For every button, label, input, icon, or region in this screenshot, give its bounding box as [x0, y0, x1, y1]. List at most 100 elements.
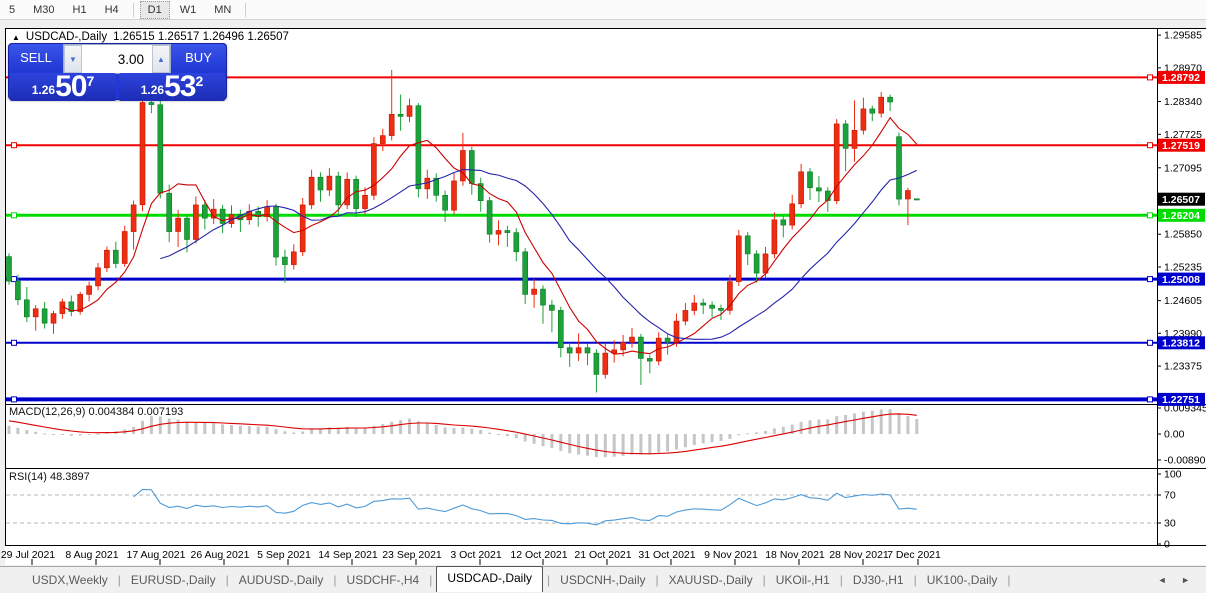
- svg-text:17 Aug 2021: 17 Aug 2021: [127, 549, 186, 561]
- sell-price-base: 1.26: [31, 83, 56, 97]
- timeframe-button-d1[interactable]: D1: [139, 0, 170, 19]
- lot-size-input[interactable]: [82, 45, 153, 73]
- svg-text:14 Sep 2021: 14 Sep 2021: [318, 549, 378, 561]
- buy-price-base: 1.26: [140, 83, 165, 97]
- tab-separator: |: [762, 573, 766, 587]
- toolbar-separator: [132, 2, 134, 17]
- svg-text:100: 100: [1164, 469, 1182, 481]
- one-click-trading-widget: SELL ▼ ▲ BUY 1.26 50 7 1.26 53 2: [8, 43, 227, 103]
- ma-slow-line: [160, 168, 918, 340]
- svg-text:1.23375: 1.23375: [1164, 361, 1202, 373]
- symbol-tab-usdx-weekly[interactable]: USDX,Weekly: [32, 573, 108, 587]
- symbol-tab-usdcnh-daily[interactable]: USDCNH-,Daily: [560, 573, 646, 587]
- level-price-badge: 1.23812: [1158, 336, 1205, 350]
- symbol-tab-dj30-h1[interactable]: DJ30-,H1: [852, 573, 904, 587]
- lot-increase-button[interactable]: ▲: [152, 45, 171, 73]
- symbol-tab-ukoil-h1[interactable]: UKOil-,H1: [775, 573, 830, 587]
- hline-1.23812[interactable]: [6, 339, 1157, 346]
- svg-text:1.29585: 1.29585: [1164, 30, 1202, 42]
- symbol-tab-usdchf-h4[interactable]: USDCHF-,H4: [346, 573, 420, 587]
- current-price-badge: 1.26507: [1158, 192, 1205, 206]
- hline-1.27519[interactable]: [6, 142, 1157, 149]
- svg-text:1.25008: 1.25008: [1162, 274, 1200, 286]
- buy-price-pip: 2: [195, 73, 204, 89]
- buy-price-panel[interactable]: 1.26 53 2: [119, 70, 225, 103]
- tab-scroll-arrows[interactable]: ◄ ►: [1157, 575, 1196, 585]
- level-price-badge: 1.27519: [1158, 138, 1205, 152]
- symbol-tab-usdcad-daily[interactable]: USDCAD-,Daily: [436, 565, 544, 592]
- svg-text:1.27725: 1.27725: [1164, 129, 1202, 141]
- symbol-tab-uk100-daily[interactable]: UK100-,Daily: [926, 573, 998, 587]
- ma-fast-line: [62, 116, 918, 355]
- level-price-badge: 1.28792: [1158, 70, 1205, 84]
- sell-price-pip: 7: [86, 73, 95, 89]
- level-price-badge: 1.26204: [1158, 208, 1205, 222]
- svg-text:30: 30: [1164, 518, 1176, 530]
- svg-text:9 Nov 2021: 9 Nov 2021: [704, 549, 758, 561]
- symbol-tab-xauusd-daily[interactable]: XAUUSD-,Daily: [668, 573, 753, 587]
- svg-text:70: 70: [1164, 490, 1176, 502]
- svg-text:21 Oct 2021: 21 Oct 2021: [574, 549, 631, 561]
- sell-button[interactable]: SELL: [9, 44, 64, 71]
- svg-text:1.25235: 1.25235: [1164, 262, 1202, 274]
- trade-widget-top-row: SELL ▼ ▲ BUY: [9, 44, 226, 74]
- macd-signal-line: [8, 413, 917, 455]
- timeframe-button-m30[interactable]: M30: [33, 3, 55, 16]
- lot-size-stepper: ▼ ▲: [63, 44, 172, 74]
- macd-current-values: 0.004384 0.007193: [88, 406, 184, 418]
- rsi-indicator-label: RSI(14) 48.3897: [9, 471, 90, 483]
- collapse-triangle-icon[interactable]: ▲: [12, 32, 20, 42]
- symbol-tab-eurusd-daily[interactable]: EURUSD-,Daily: [130, 573, 216, 587]
- rsi-line: [133, 488, 917, 526]
- svg-text:8 Aug 2021: 8 Aug 2021: [65, 549, 118, 561]
- svg-text:1.27519: 1.27519: [1162, 140, 1200, 152]
- ohlc-values: 1.26515 1.26517 1.26496 1.26507: [113, 31, 289, 43]
- candles: [6, 70, 920, 393]
- chart-title: ▲ USDCAD-,Daily 1.26515 1.26517 1.26496 …: [12, 31, 289, 43]
- toolbar-separator: [245, 2, 247, 17]
- svg-text:26 Aug 2021: 26 Aug 2021: [191, 549, 250, 561]
- price-axis: 1.295851.289701.283401.277251.270951.258…: [1157, 30, 1202, 373]
- timeframe-button-mn[interactable]: MN: [214, 3, 232, 16]
- tab-separator: |: [1007, 573, 1011, 587]
- svg-text:29 Jul 2021: 29 Jul 2021: [1, 549, 55, 561]
- tab-separator: |: [913, 573, 917, 587]
- timeframe-button-w1[interactable]: W1: [179, 3, 197, 16]
- buy-price-main: 53: [164, 70, 196, 103]
- macd-histogram: [7, 409, 919, 458]
- symbol-tab-audusd-daily[interactable]: AUDUSD-,Daily: [238, 573, 324, 587]
- svg-text:12 Oct 2021: 12 Oct 2021: [510, 549, 567, 561]
- symbol-tab-bar: USDX,Weekly | EURUSD-,Daily | AUDUSD-,Daily |…: [0, 565, 1206, 593]
- svg-text:18 Nov 2021: 18 Nov 2021: [765, 549, 825, 561]
- svg-text:0.00: 0.00: [1164, 429, 1185, 441]
- svg-text:0: 0: [1164, 539, 1170, 551]
- tab-separator: |: [839, 573, 843, 587]
- timeframe-toolbar: 5 M30 H1 H4 D1 W1 MN: [0, 0, 1206, 20]
- buy-button[interactable]: BUY: [171, 44, 226, 71]
- rsi-name: RSI(14): [9, 471, 47, 483]
- svg-text:1.26204: 1.26204: [1162, 210, 1200, 222]
- trade-widget-price-row: 1.26 50 7 1.26 53 2: [9, 70, 226, 103]
- level-price-badge: 1.22751: [1158, 392, 1205, 406]
- sell-price-panel[interactable]: 1.26 50 7: [10, 70, 116, 103]
- svg-text:7 Dec 2021: 7 Dec 2021: [887, 549, 941, 561]
- macd-name: MACD(12,26,9): [9, 406, 86, 418]
- svg-text:1.26507: 1.26507: [1162, 194, 1200, 206]
- timeframe-button-h4[interactable]: H4: [104, 3, 119, 16]
- rsi-current-value: 48.3897: [49, 471, 90, 483]
- timeframe-button-h1[interactable]: H1: [72, 3, 87, 16]
- sell-price-main: 50: [55, 70, 87, 103]
- macd-indicator-label: MACD(12,26,9) 0.004384 0.007193: [9, 406, 183, 418]
- svg-text:1.25850: 1.25850: [1164, 229, 1202, 241]
- lot-decrease-button[interactable]: ▼: [64, 45, 83, 73]
- svg-text:1.24605: 1.24605: [1164, 295, 1202, 307]
- tab-separator: |: [429, 573, 433, 587]
- level-price-badge: 1.25008: [1158, 272, 1205, 286]
- tab-separator: |: [333, 573, 337, 587]
- timeframe-button-5[interactable]: 5: [9, 3, 16, 16]
- svg-text:1.28340: 1.28340: [1164, 96, 1202, 108]
- hline-1.22751[interactable]: [6, 396, 1157, 403]
- tab-separator: |: [655, 573, 659, 587]
